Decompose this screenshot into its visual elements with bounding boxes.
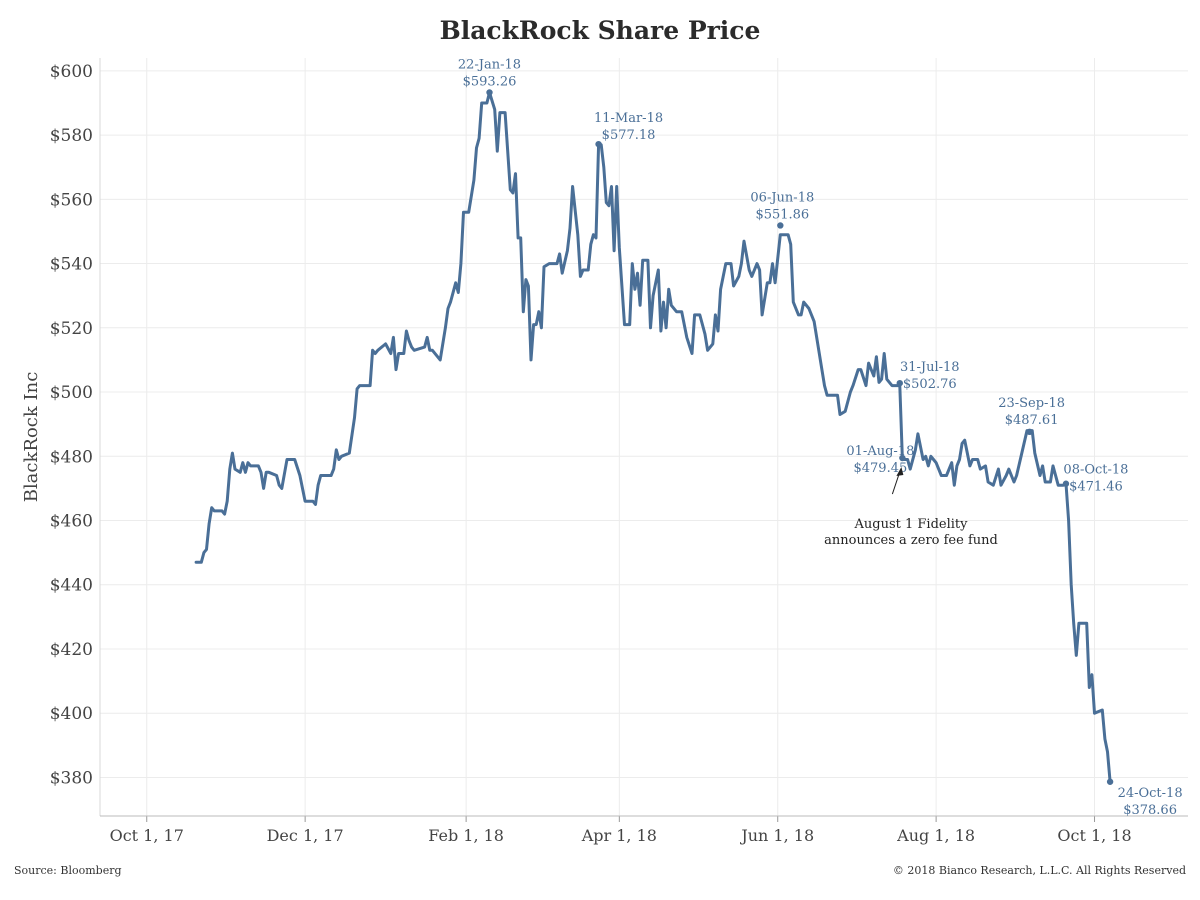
data-point-marker [899,454,906,462]
y-tick-label: $380 [50,768,93,788]
annotation-date: 31-Jul-18 [900,360,960,375]
y-axis-label: BlackRock Inc [21,372,42,503]
annotation-value: $487.61 [1005,413,1059,428]
chart-title: BlackRock Share Price [439,16,761,45]
x-tick-label: Apr 1, 18 [581,826,657,845]
data-point-marker [486,89,493,96]
annotation-date: 23-Sep-18 [998,396,1065,411]
annotation-value: $502.76 [903,377,957,392]
y-tick-label: $440 [50,576,93,596]
annotation-value: $471.46 [1069,480,1123,495]
y-tick-label: $580 [50,126,93,146]
annotation-value: $551.86 [755,207,809,222]
series-layer [194,91,1112,784]
annotation-value: $593.26 [463,74,517,89]
annotations: 22-Jan-18 $593.26 11-Mar-18 $577.18 06-Jun-1… [458,57,1183,817]
annotation-date: 24-Oct-18 [1118,786,1183,801]
annotation-date: 11-Mar-18 [594,111,663,126]
y-tick-label: $540 [50,255,93,275]
x-tick-label: Aug 1, 18 [896,826,975,845]
data-point-marker [777,222,784,229]
x-tick-label: Jun 1, 18 [739,826,814,845]
source-note: Source: Bloomberg [14,864,122,877]
y-tick-label: $500 [50,383,93,403]
data-point-marker [1106,778,1114,785]
annotation-value: $479.45 [853,461,907,476]
annotation-value: $577.18 [602,128,656,143]
x-tick-label: Oct 1, 17 [110,826,184,845]
data-point-marker [1062,480,1070,487]
data-point-marker [896,379,903,387]
callout-text: August 1 Fidelity [854,517,969,532]
y-tick-label: $480 [50,447,93,467]
copyright-note: © 2018 Bianco Research, L.L.C. All Right… [892,864,1186,877]
annotation-date: 22-Jan-18 [458,57,521,72]
x-tick-label: Oct 1, 18 [1057,826,1131,845]
annotation-date: 01-Aug-18 [846,444,914,459]
annotation-date: 06-Jun-18 [750,190,814,205]
series-line [194,91,1112,784]
y-tick-label: $400 [50,704,93,724]
callout-arrowhead [896,467,904,477]
y-tick-label: $460 [50,512,93,532]
y-tick-label: $420 [50,640,93,660]
data-point-marker [595,140,602,148]
y-tick-label: $600 [50,62,93,82]
y-tick-label: $520 [50,319,93,339]
x-tick-label: Dec 1, 17 [267,826,344,845]
annotation-value: $378.66 [1123,803,1177,818]
callout-text: announces a zero fee fund [824,533,998,548]
axes: $380 $400 $420 $440 $460 $480 $500 $520 $540 $560… [21,58,1188,845]
markers [486,89,1114,785]
data-point-marker [1026,428,1033,436]
annotation-date: 08-Oct-18 [1063,463,1128,478]
y-tick-label: $560 [50,190,93,210]
x-tick-label: Feb 1, 18 [428,826,504,845]
gridlines [100,58,1188,816]
